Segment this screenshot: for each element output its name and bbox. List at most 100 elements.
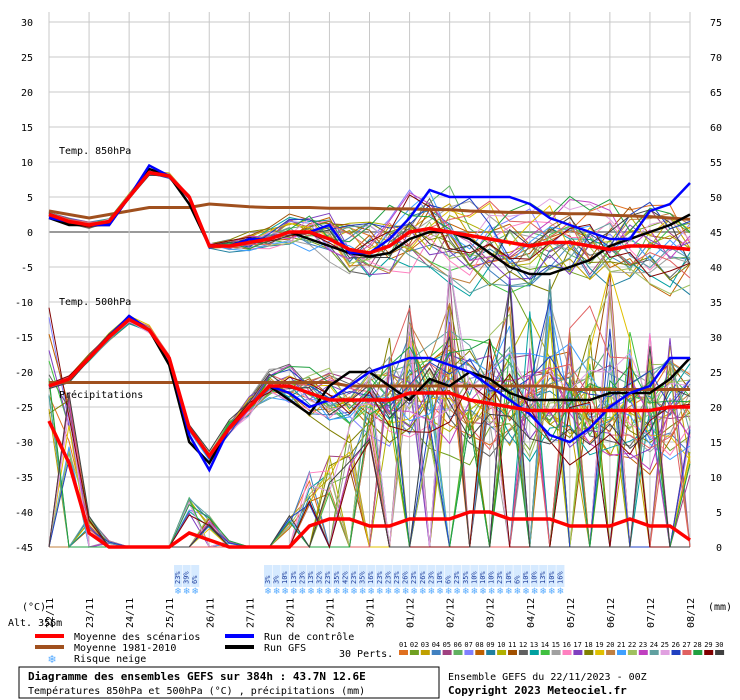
y-left-tick-label: 5 xyxy=(27,193,33,204)
snowflake-icon: ❄ xyxy=(428,587,436,597)
x-date-label: 22/11 xyxy=(45,598,56,628)
snow-risk-value: 10% xyxy=(479,571,487,584)
pert-number: 02 xyxy=(410,641,418,649)
legend-label-snow: Risque neige xyxy=(74,654,146,665)
snow-risk-cell xyxy=(281,565,290,587)
snow-risk-cell xyxy=(453,565,462,587)
snowflake-icon: ❄ xyxy=(488,587,496,597)
pert-swatch xyxy=(627,650,637,655)
snow-risk-value: 23% xyxy=(376,571,384,584)
snowflake-icon: ❄ xyxy=(462,587,470,597)
x-date-label: 29/11 xyxy=(325,598,336,628)
snow-risk-cell xyxy=(182,565,191,587)
snowflake-icon: ❄ xyxy=(359,587,367,597)
snowflake-icon: ❄ xyxy=(342,587,350,597)
snowflake-icon: ❄ xyxy=(264,587,272,597)
pert-swatch xyxy=(671,650,681,655)
snow-risk-value: 23% xyxy=(496,571,504,584)
pert-number: 29 xyxy=(704,641,712,649)
y-left-tick-label: -10 xyxy=(15,298,33,309)
x-date-label: 07/12 xyxy=(646,598,657,628)
chart-title: Diagramme des ensembles GEFS sur 384h : … xyxy=(28,670,366,683)
snow-risk-value: 35% xyxy=(333,571,341,584)
snow-risk-value: 42% xyxy=(341,571,349,584)
snow-risk-cell xyxy=(272,565,281,587)
snow-risk-value: 3% xyxy=(273,575,281,584)
snow-risk-cell xyxy=(384,565,393,587)
legend: Moyenne des scénarios Moyenne 1981-2010 … xyxy=(35,631,354,666)
snow-risk-cell xyxy=(332,565,341,587)
snowflake-icon: ❄ xyxy=(307,587,315,597)
snow-risk-cell xyxy=(315,565,324,587)
snowflake-icon: ❄ xyxy=(548,587,556,597)
pert-number: 06 xyxy=(454,641,462,649)
x-date-label: 04/12 xyxy=(526,598,537,628)
snow-risk-value: 10% xyxy=(281,571,289,584)
mean-line-precip xyxy=(47,420,692,549)
snowflake-icon: ❄ xyxy=(471,587,479,597)
pert-number: 13 xyxy=(530,641,538,649)
y-left-tick-label: 20 xyxy=(21,88,33,99)
snow-risk-cell xyxy=(461,565,470,587)
x-date-label: 24/11 xyxy=(125,598,136,628)
pert-swatch xyxy=(682,650,692,655)
pert-number: 27 xyxy=(682,641,690,649)
y-left-tick-label: -15 xyxy=(15,333,33,344)
snow-risk-cell xyxy=(174,565,182,587)
snowflake-icon: ❄ xyxy=(539,587,547,597)
snow-risk-value: 23% xyxy=(393,571,401,584)
snow-risk-value: 6% xyxy=(445,575,453,584)
snow-risk-value: 13% xyxy=(539,571,547,584)
y-right-tick-label: 45 xyxy=(710,228,722,239)
snowflake-icon: ❄ xyxy=(299,587,307,597)
chart-subtitle: Températures 850hPa et 500hPa (°C) , pré… xyxy=(28,685,365,697)
y-left-tick-label: 25 xyxy=(21,53,33,64)
x-date-label: 03/12 xyxy=(486,598,497,628)
pert-number: 28 xyxy=(693,641,701,649)
snow-risk-value: 23% xyxy=(350,571,358,584)
x-date-label: 28/11 xyxy=(285,598,296,628)
y-right-tick-label: 0 xyxy=(716,543,722,554)
snow-risk-value: 10% xyxy=(488,571,496,584)
altitude-label: Alt. 356m xyxy=(8,618,62,629)
y-right-tick-label: 55 xyxy=(710,158,722,169)
snow-risk-cell xyxy=(341,565,350,587)
snowflake-icon: ❄ xyxy=(410,587,418,597)
legend-label-control: Run de contrôle xyxy=(264,631,354,643)
snowflake-icon: ❄ xyxy=(385,587,393,597)
y-right-tick-label: 15 xyxy=(710,438,722,449)
pert-number: 12 xyxy=(519,641,527,649)
pert-number: 24 xyxy=(650,641,658,649)
snowflake-icon: ❄ xyxy=(522,587,530,597)
snow-risk-value: 10% xyxy=(522,571,530,584)
y-right-tick-label: 75 xyxy=(710,18,722,29)
pert-swatch xyxy=(399,650,408,655)
pert-number: 08 xyxy=(475,641,483,649)
snow-risk-value: 26% xyxy=(419,571,427,584)
snow-risk-value: 35% xyxy=(359,571,367,584)
pert-swatch xyxy=(573,650,583,655)
pert-swatch xyxy=(562,650,572,655)
snow-risk-value: 26% xyxy=(402,571,410,584)
annotation-t500: Temp. 500hPa xyxy=(59,297,131,308)
snowflake-icon: ❄ xyxy=(419,587,427,597)
pert-swatch xyxy=(475,650,485,655)
pert-number: 05 xyxy=(443,641,451,649)
snowflake-icon: ❄ xyxy=(505,587,513,597)
snow-risk-value: 23% xyxy=(384,571,392,584)
snowflake-icon: ❄ xyxy=(496,587,504,597)
run-info: Ensemble GEFS du 22/11/2023 - 00Z xyxy=(448,672,647,683)
snowflake-icon: ❄ xyxy=(273,587,281,597)
pert-number: 19 xyxy=(595,641,603,649)
snow-risk-cell xyxy=(375,565,384,587)
y-right-tick-label: 50 xyxy=(710,193,722,204)
snow-risk-cell xyxy=(191,565,200,587)
pert-swatch xyxy=(660,650,670,655)
snow-risk-cell xyxy=(436,565,444,587)
snowflake-icon: ❄ xyxy=(367,587,375,597)
snow-risk-value: 10% xyxy=(548,571,556,584)
pert-swatch xyxy=(409,650,419,655)
pert-number: 10 xyxy=(497,641,505,649)
snow-risk-row: 23%❄39%❄6%❄3%❄3%❄10%❄13%❄23%❄13%❄32%❄23%… xyxy=(174,565,565,597)
